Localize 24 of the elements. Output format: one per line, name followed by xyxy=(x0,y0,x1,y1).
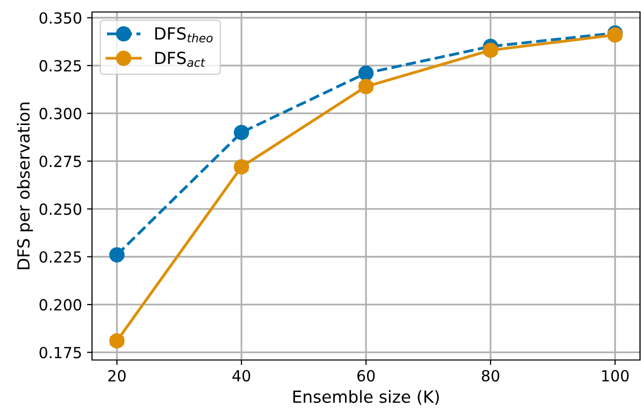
x-axis-title: Ensemble size (K) xyxy=(293,390,439,405)
point xyxy=(234,159,250,175)
x-tick-label: 60 xyxy=(357,370,375,382)
y-axis-title: DFS per observation xyxy=(16,102,33,270)
legend-label: DFS$_{theo}$ xyxy=(155,27,213,42)
y-tick-label: 0.350 xyxy=(40,12,82,24)
point xyxy=(482,42,498,58)
y-tick-label: 0.250 xyxy=(40,203,82,215)
point xyxy=(109,247,125,262)
point xyxy=(358,66,374,81)
y-tick-label: 0.175 xyxy=(40,346,81,358)
x-tick-label: 40 xyxy=(232,370,250,382)
x-tick-label: 20 xyxy=(108,370,126,382)
y-tick-label: 0.225 xyxy=(40,251,81,263)
legend-label: DFS$_{act}$ xyxy=(155,52,206,67)
point xyxy=(234,124,250,140)
point xyxy=(109,333,125,349)
y-tick-label: 0.275 xyxy=(40,156,81,168)
y-tick-label: 0.200 xyxy=(40,299,82,311)
x-tick-label: 80 xyxy=(482,370,500,382)
point xyxy=(358,78,374,94)
y-tick-label: 0.300 xyxy=(40,108,82,120)
x-tick-label: 100 xyxy=(602,370,629,382)
y-tick-label: 0.325 xyxy=(40,60,81,72)
